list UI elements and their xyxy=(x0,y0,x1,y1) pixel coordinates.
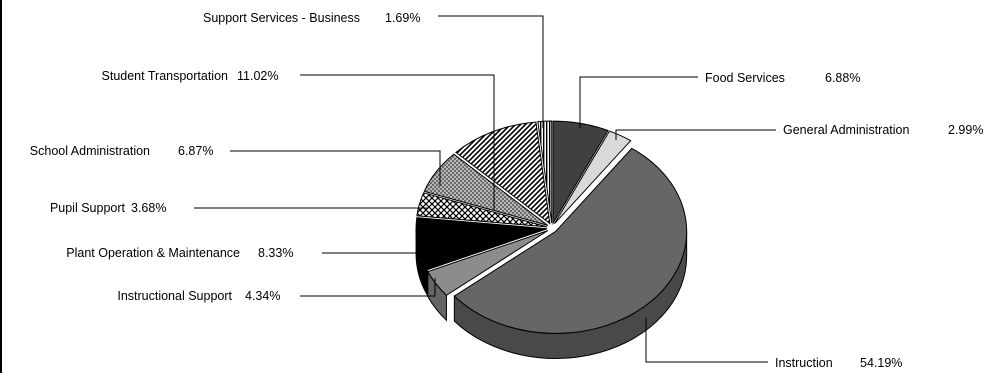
slice-value-support-services-business: 1.69% xyxy=(385,11,420,25)
slice-food-services xyxy=(552,120,609,225)
slice-pupil-support xyxy=(416,192,548,228)
slice-value-school-administration: 6.87% xyxy=(178,144,213,158)
leader-line-instructional-support xyxy=(300,278,436,297)
slice-value-instructional-support: 4.34% xyxy=(245,289,280,303)
slice-label-plant-operation-maintenance: Plant Operation & Maintenance xyxy=(66,246,240,260)
slice-label-food-services: Food Services xyxy=(705,71,785,85)
leader-line-school-administration xyxy=(230,150,441,186)
leader-lines xyxy=(194,15,776,363)
slice-support-services-business xyxy=(537,120,553,224)
slice-value-instruction: 54.19% xyxy=(860,356,902,370)
slice-label-instructional-support: Instructional Support xyxy=(117,289,232,303)
leader-line-food-services xyxy=(579,76,698,128)
leader-line-instruction xyxy=(645,318,768,363)
slice-general-administration xyxy=(554,130,632,225)
slice-label-instruction: Instruction xyxy=(775,356,833,370)
slice-label-student-transportation: Student Transportation xyxy=(102,69,229,83)
slice-value-general-administration: 2.99% xyxy=(948,123,983,137)
slice-value-plant-operation-maintenance: 8.33% xyxy=(258,246,293,260)
slice-student-transportation xyxy=(455,121,551,225)
slice-labels: Food Services 6.88% General Administration… xyxy=(30,11,984,370)
slice-plant-operation-maintenance xyxy=(415,217,548,271)
pie-slices xyxy=(415,120,688,334)
slice-label-school-administration: School Administration xyxy=(30,144,150,158)
slice-school-administration xyxy=(423,153,549,226)
slice-instruction xyxy=(453,147,688,334)
slice-value-pupil-support: 3.68% xyxy=(131,201,166,215)
slice-value-food-services: 6.88% xyxy=(825,71,860,85)
slice-label-general-administration: General Administration xyxy=(783,123,910,137)
leader-line-student-transportation xyxy=(300,74,495,210)
slice-label-support-services-business: Support Services - Business xyxy=(203,11,360,25)
slice-label-pupil-support: Pupil Support xyxy=(50,201,126,215)
slice-value-student-transportation: 11.02% xyxy=(237,69,278,83)
slice-instructional-support xyxy=(427,230,549,296)
leader-line-support-services-business xyxy=(438,15,544,128)
leader-line-general-administration xyxy=(615,129,776,140)
